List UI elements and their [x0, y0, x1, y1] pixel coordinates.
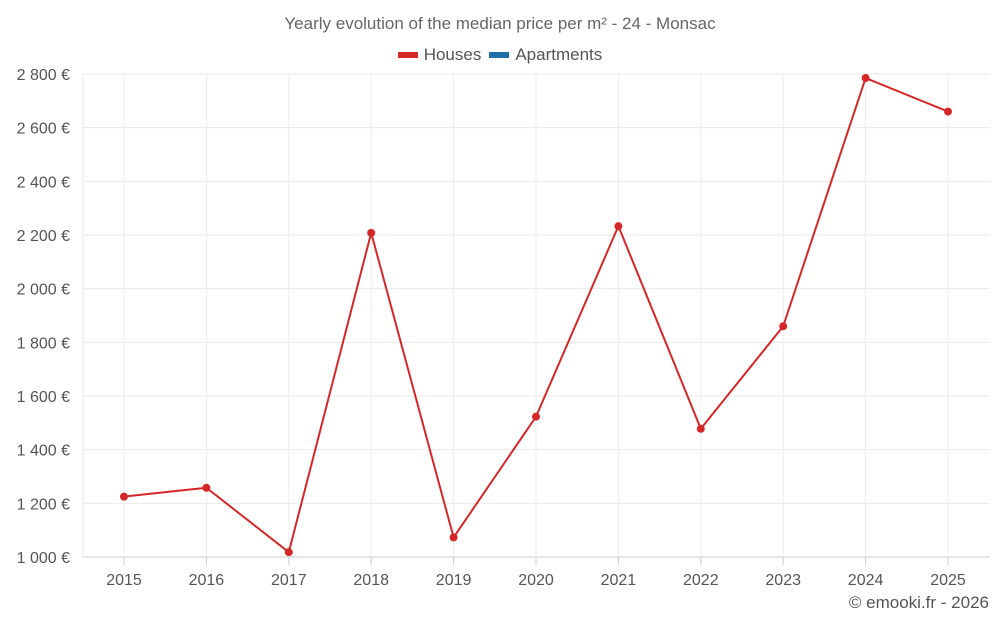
legend-item-houses[interactable]: Houses: [397, 45, 482, 65]
legend-swatch-houses: [397, 52, 418, 58]
y-tick-label: 2 600 €: [17, 121, 70, 138]
y-tick-label: 1 200 €: [17, 496, 70, 513]
y-tick-label: 1 400 €: [17, 443, 70, 460]
data-point[interactable]: [861, 74, 870, 83]
data-point[interactable]: [779, 322, 788, 331]
y-tick-label: 1 600 €: [17, 389, 70, 406]
legend-swatch-apartments: [489, 52, 510, 58]
x-tick-label: 2018: [353, 572, 389, 589]
x-tick-label: 2016: [189, 572, 225, 589]
x-tick-label: 2024: [848, 572, 884, 589]
x-tick-label: 2025: [930, 572, 966, 589]
data-point[interactable]: [202, 483, 211, 492]
x-tick-label: 2020: [518, 572, 554, 589]
data-point[interactable]: [532, 412, 540, 421]
y-tick-label: 2 800 €: [17, 67, 70, 84]
data-point[interactable]: [614, 222, 623, 231]
y-tick-label: 2 000 €: [17, 282, 70, 299]
x-tick-label: 2015: [106, 572, 142, 589]
credit-text: © emooki.fr - 2026: [848, 593, 989, 612]
x-tick-label: 2021: [601, 572, 637, 589]
data-point[interactable]: [120, 492, 128, 501]
y-tick-label: 1 000 €: [17, 550, 70, 567]
chart-legend: Houses Apartments: [0, 45, 1000, 65]
x-tick-label: 2022: [683, 572, 719, 589]
x-tick-label: 2019: [436, 572, 472, 589]
data-point[interactable]: [696, 424, 705, 433]
legend-item-apartments[interactable]: Apartments: [489, 45, 602, 65]
y-tick-label: 2 400 €: [17, 174, 70, 191]
y-tick-label: 1 800 €: [17, 335, 70, 352]
x-tick-label: 2017: [271, 572, 307, 589]
data-point[interactable]: [449, 533, 458, 542]
chart-title: Yearly evolution of the median price per…: [284, 14, 716, 33]
y-tick-label: 2 200 €: [17, 228, 70, 245]
legend-label-houses: Houses: [423, 45, 482, 64]
data-point[interactable]: [944, 107, 952, 116]
data-point[interactable]: [367, 228, 376, 237]
data-point[interactable]: [284, 548, 293, 557]
legend-label-apartments: Apartments: [515, 45, 603, 64]
x-tick-label: 2023: [765, 572, 801, 589]
